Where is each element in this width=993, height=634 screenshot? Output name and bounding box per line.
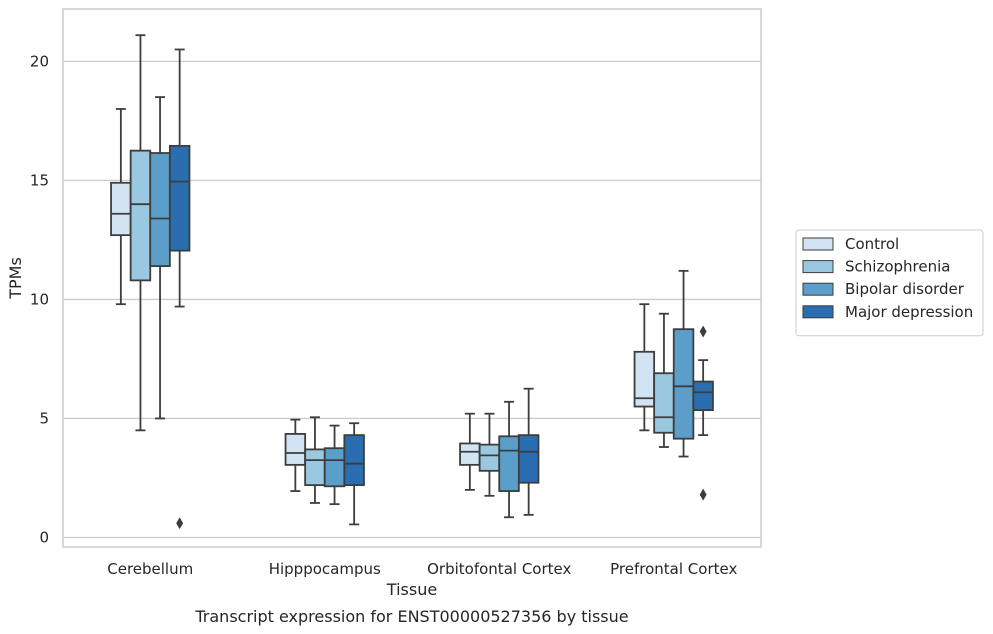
y-tick-labels: 0 5 10 15 20 — [30, 52, 49, 546]
legend-swatch — [802, 282, 834, 296]
box-control — [633, 303, 656, 432]
iqr-box — [304, 448, 326, 487]
legend-frame — [795, 229, 984, 337]
iqr-box — [672, 328, 695, 440]
box-bipolar-disorder — [323, 424, 346, 506]
box-control — [459, 412, 481, 491]
y-gridlines — [63, 60, 761, 539]
legend: Control Schizophrenia Bipolar disorder Majo… — [795, 229, 984, 337]
x-tick-labels: Cerebellum Hipppocampus Orbitofontal Corte… — [107, 560, 737, 578]
iqr-box — [517, 434, 540, 484]
iqr-box — [110, 181, 132, 237]
y-tick-label: 10 — [30, 290, 49, 308]
legend-label: Control — [845, 235, 899, 253]
legend-label: Bipolar disorder — [845, 280, 965, 298]
y-axis-label: TPMs — [6, 257, 25, 300]
box-schizophrenia — [653, 312, 675, 448]
iqr-box — [129, 149, 152, 282]
box-major-depression — [517, 387, 540, 516]
x-tick-label: Orbitofontal Cortex — [427, 560, 571, 578]
iqr-box — [168, 144, 191, 252]
box-major-depression — [343, 422, 365, 526]
figure-caption: Transcript expression for ENST0000052735… — [194, 607, 628, 626]
iqr-box — [498, 435, 520, 492]
legend-label: Major depression — [845, 303, 973, 321]
legend-label: Schizophrenia — [845, 258, 950, 276]
legend-swatch — [802, 260, 834, 274]
iqr-box — [478, 443, 501, 472]
outlier-point — [699, 488, 707, 501]
legend-swatch — [802, 305, 834, 319]
plot-frame — [62, 8, 762, 548]
box-bipolar-disorder — [672, 269, 695, 458]
box-control — [110, 108, 132, 306]
iqr-box — [284, 433, 307, 466]
y-tick-label: 15 — [30, 171, 49, 189]
x-tick-label: Prefrontal Cortex — [610, 560, 737, 578]
y-tick-label: 5 — [39, 409, 49, 427]
y-tick-label: 20 — [30, 52, 49, 70]
iqr-box — [692, 380, 714, 412]
box-major-depression — [692, 325, 714, 501]
box-bipolar-disorder — [149, 96, 171, 420]
x-tick-label: Cerebellum — [107, 560, 193, 578]
y-tick-label: 0 — [39, 528, 49, 546]
iqr-box — [149, 152, 171, 267]
legend-swatch — [802, 237, 834, 251]
box-bipolar-disorder — [498, 400, 520, 519]
box-groups — [110, 34, 714, 530]
box-schizophrenia — [478, 412, 501, 497]
box-control — [284, 418, 307, 492]
iqr-box — [653, 372, 675, 434]
x-axis-label: Tissue — [386, 580, 437, 599]
iqr-box — [323, 447, 346, 488]
x-tick-label: Hipppocampus — [269, 560, 381, 578]
box-schizophrenia — [304, 416, 326, 504]
iqr-box — [459, 442, 481, 466]
outlier-point — [176, 517, 184, 530]
box-schizophrenia — [129, 34, 152, 432]
iqr-box — [343, 434, 365, 487]
outlier-point — [699, 325, 707, 338]
box-major-depression — [168, 48, 191, 530]
